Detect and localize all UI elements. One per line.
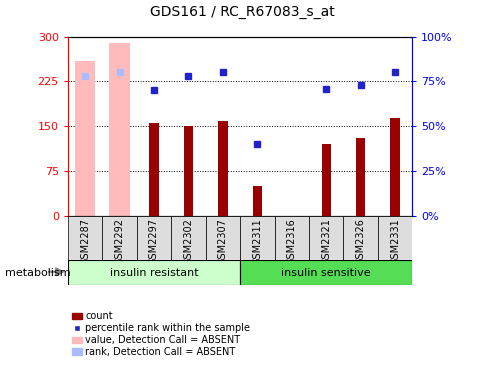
Text: insulin sensitive: insulin sensitive (281, 268, 370, 278)
FancyBboxPatch shape (68, 216, 102, 260)
Text: insulin resistant: insulin resistant (109, 268, 198, 278)
Text: GSM2321: GSM2321 (320, 218, 331, 265)
Text: GSM2326: GSM2326 (355, 218, 365, 265)
FancyBboxPatch shape (240, 260, 411, 285)
Text: GSM2292: GSM2292 (114, 218, 124, 265)
Text: GSM2302: GSM2302 (183, 218, 193, 265)
Bar (321, 144, 330, 216)
FancyBboxPatch shape (102, 216, 136, 260)
Text: GSM2331: GSM2331 (389, 218, 399, 265)
FancyBboxPatch shape (136, 216, 171, 260)
Text: GSM2287: GSM2287 (80, 218, 90, 265)
FancyBboxPatch shape (308, 216, 343, 260)
Text: GSM2297: GSM2297 (149, 218, 159, 265)
FancyBboxPatch shape (205, 216, 240, 260)
Legend: count, percentile rank within the sample, value, Detection Call = ABSENT, rank, : count, percentile rank within the sample… (68, 307, 254, 361)
FancyBboxPatch shape (171, 216, 205, 260)
Bar (355, 138, 364, 216)
Bar (390, 119, 399, 216)
Text: metabolism: metabolism (5, 268, 70, 278)
Bar (252, 186, 261, 216)
FancyBboxPatch shape (343, 216, 377, 260)
Bar (218, 122, 227, 216)
FancyBboxPatch shape (274, 216, 308, 260)
Bar (109, 42, 130, 216)
Bar (183, 126, 193, 216)
Text: GDS161 / RC_R67083_s_at: GDS161 / RC_R67083_s_at (150, 5, 334, 19)
Bar (75, 60, 95, 216)
FancyBboxPatch shape (68, 260, 240, 285)
FancyBboxPatch shape (377, 216, 411, 260)
Text: GSM2316: GSM2316 (286, 218, 296, 265)
Text: GSM2307: GSM2307 (217, 218, 227, 265)
Text: GSM2311: GSM2311 (252, 218, 262, 265)
FancyBboxPatch shape (240, 216, 274, 260)
Bar (149, 123, 158, 216)
